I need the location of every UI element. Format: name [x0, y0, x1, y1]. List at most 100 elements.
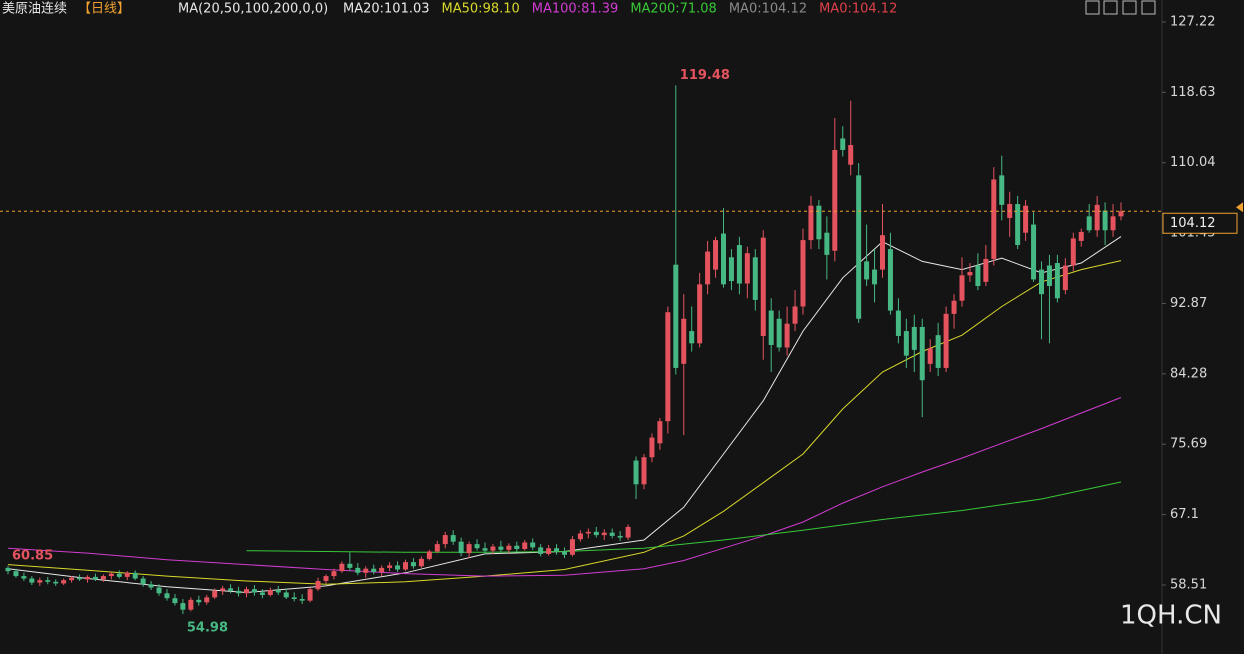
- candle-body: [514, 545, 520, 550]
- candle-body: [935, 335, 941, 368]
- candle-body: [275, 590, 281, 593]
- candle-body: [450, 535, 456, 542]
- candle-body: [1118, 211, 1124, 217]
- candle-body: [434, 544, 440, 552]
- candle-body: [323, 576, 329, 581]
- candle-body: [1031, 224, 1037, 280]
- candle-body: [784, 323, 790, 348]
- candle-body: [5, 567, 11, 572]
- y-tick-label: 92.87: [1170, 296, 1207, 311]
- candle-body: [37, 580, 43, 583]
- candle-body: [188, 599, 194, 610]
- candle-body: [609, 532, 615, 536]
- candle-body: [148, 584, 154, 588]
- candle-body: [196, 599, 202, 603]
- candle-body: [387, 565, 393, 568]
- candle-body: [1102, 210, 1108, 231]
- tool-icon[interactable]: [1141, 0, 1156, 15]
- candle-body: [522, 542, 528, 550]
- candle-body: [1078, 231, 1084, 241]
- ma-line: [7, 260, 1122, 585]
- candle-body: [856, 175, 862, 319]
- candle-body: [466, 544, 472, 554]
- candle-body: [895, 310, 901, 336]
- candle-body: [649, 437, 655, 458]
- candle-body: [92, 576, 98, 580]
- candle-body: [959, 275, 965, 301]
- candle-body: [657, 421, 663, 444]
- y-tick-label: 84.28: [1170, 366, 1207, 381]
- candle-body: [625, 526, 631, 538]
- candle-body: [283, 592, 289, 598]
- tool-icon[interactable]: [1103, 0, 1118, 15]
- candle-body: [999, 175, 1005, 205]
- candle-body: [355, 567, 361, 573]
- tool-icon[interactable]: [1085, 0, 1100, 15]
- candle-body: [840, 138, 846, 150]
- candle-body: [498, 546, 504, 550]
- candle-body: [410, 562, 416, 567]
- candle-body: [744, 253, 750, 284]
- ma-line: [7, 236, 1122, 594]
- candle-body: [1023, 205, 1029, 233]
- candle-body: [108, 573, 114, 577]
- toolbar[interactable]: [1085, 0, 1156, 15]
- candle-body: [442, 535, 448, 545]
- candle-body: [601, 532, 607, 536]
- candle-body: [538, 547, 544, 554]
- candle-body: [927, 348, 933, 364]
- last-price-label: 104.12: [1170, 216, 1216, 231]
- indicator-label: MA(20,50,100,200,0,0): [178, 2, 328, 17]
- candle-body: [832, 149, 838, 251]
- y-tick-label: 127.22: [1170, 14, 1216, 29]
- candle-body: [259, 592, 265, 595]
- tool-icon[interactable]: [1122, 0, 1137, 15]
- candle-body: [864, 261, 870, 280]
- candle-body: [967, 272, 973, 276]
- candle-body: [673, 264, 679, 368]
- candle-body: [752, 257, 758, 300]
- candle-body: [736, 245, 742, 284]
- header: 美原油连续 【日线】 MA(20,50,100,200,0,0): [2, 1, 328, 17]
- candle-body: [943, 313, 949, 368]
- price-annotation: 54.98: [187, 620, 228, 635]
- candle-body: [689, 331, 695, 344]
- candle-body: [1015, 204, 1021, 246]
- candle-body: [100, 576, 106, 580]
- candle-body: [482, 548, 488, 551]
- legend-entry: MA0:104.12: [729, 2, 807, 17]
- candle-body: [1086, 216, 1092, 231]
- last-price-box: [1162, 212, 1238, 234]
- candle-body: [403, 562, 408, 570]
- candle-body: [299, 599, 305, 601]
- candle-body: [371, 568, 377, 572]
- candle-body: [887, 249, 893, 311]
- candle-body: [554, 548, 560, 552]
- legend-entry: MA200:71.08: [630, 2, 717, 17]
- candle-body: [808, 205, 814, 241]
- legend-entry: MA50:98.10: [442, 2, 520, 17]
- candle-body: [991, 179, 997, 259]
- candle-body: [220, 588, 226, 591]
- legend-entry: MA0:104.12: [819, 2, 897, 17]
- candle-body: [339, 563, 345, 572]
- candle-body: [562, 551, 567, 555]
- candle-body: [426, 551, 432, 559]
- candle-body: [951, 300, 957, 314]
- candle-body: [61, 580, 67, 584]
- candle-body: [53, 581, 59, 584]
- candle-body: [21, 576, 27, 579]
- candle-body: [880, 235, 885, 270]
- last-price-marker: [1236, 202, 1243, 213]
- candle-body: [911, 326, 917, 350]
- candle-body: [180, 603, 186, 610]
- instrument-title: 美原油连续: [2, 1, 67, 17]
- period-label[interactable]: 【日线】: [78, 2, 130, 17]
- candle-body: [705, 251, 711, 285]
- candle-body: [919, 326, 925, 381]
- candle-body: [713, 240, 719, 270]
- candle-body: [251, 589, 257, 593]
- candle-body: [331, 571, 337, 577]
